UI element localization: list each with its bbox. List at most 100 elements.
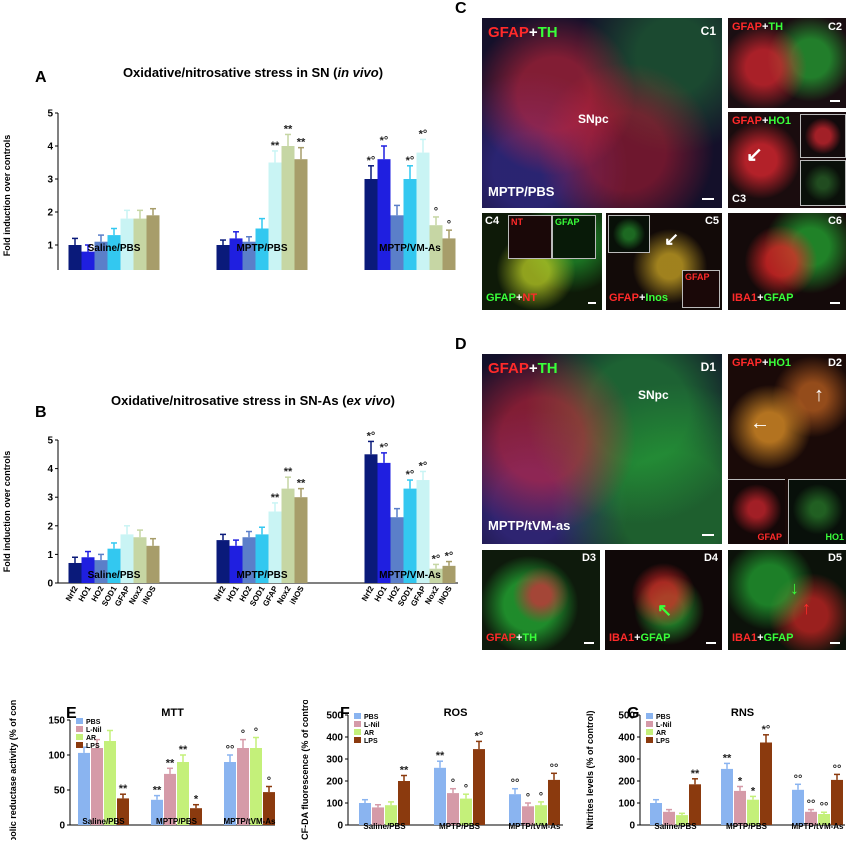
- chart-f-bar: [460, 798, 472, 825]
- micrograph-c2: GFAP+TH C2: [728, 18, 846, 108]
- d2-label: D2: [827, 357, 842, 369]
- scale-bar: [706, 642, 716, 644]
- chart-b-y-tick-label: 5: [47, 436, 53, 447]
- chart-f-bar: [385, 805, 397, 825]
- chart-g-legend-swatch: [646, 713, 653, 719]
- chart-b-bar: [94, 560, 108, 583]
- d5-label: D5: [827, 552, 842, 564]
- chart-g-legend-label: PBS: [656, 714, 671, 721]
- c1-region: SNpc: [578, 112, 609, 126]
- micrograph-d4: D4 IBA1+GFAP ↖: [605, 550, 722, 650]
- chart-b-title-main: Oxidative/nitrosative stress in SN-As (: [111, 393, 347, 408]
- chart-b-significance-mark: *°: [419, 460, 428, 472]
- chart-b-bar: [429, 568, 443, 583]
- chart-f-significance-mark: °: [526, 792, 530, 804]
- arrow-icon: ↖: [657, 600, 673, 620]
- chart-a-group-label: MPTP/PBS: [236, 243, 287, 254]
- chart-a-y-tick-label: 1: [47, 241, 53, 252]
- chart-e-bar: [224, 762, 236, 825]
- d1-region: SNpc: [638, 388, 669, 402]
- chart-e-significance-mark: °: [241, 729, 245, 741]
- chart-f-bar: [372, 807, 384, 825]
- chart-e-significance-mark: °: [254, 727, 258, 739]
- chart-f-bar: [548, 779, 560, 825]
- chart-g-bar: [831, 779, 843, 825]
- d5-stain-green: GFAP: [763, 632, 794, 644]
- chart-a-title-end: ): [379, 65, 383, 80]
- arrow-icon: ↑: [814, 384, 824, 406]
- chart-e-legend-label: LPS: [86, 743, 100, 750]
- chart-b-bar: [268, 511, 282, 583]
- chart-e-significance-mark: *: [194, 794, 199, 806]
- chart-e-bar: [151, 799, 163, 825]
- chart-g-y-label: Nitrites levels (% of control): [585, 710, 595, 829]
- chart-a-significance-mark: **: [284, 123, 293, 135]
- c4-label: C4: [485, 215, 500, 227]
- chart-g-bar: [760, 742, 772, 825]
- chart-b-significance-mark: **: [297, 478, 306, 490]
- d2-merge: [728, 354, 846, 476]
- c4-stain-green: GFAP: [486, 292, 516, 304]
- chart-a-y-tick-label: 2: [47, 208, 53, 219]
- chart-f-legend-label: L-Nil: [364, 722, 380, 729]
- chart-b-title-end: ): [391, 393, 395, 408]
- c2-label: C2: [827, 21, 842, 33]
- chart-f-group-label: Saline/PBS: [363, 822, 406, 831]
- c4-stain-red: NT: [522, 292, 538, 304]
- chart-g-bar: [792, 789, 804, 825]
- c4-inset-red: NT: [508, 215, 552, 259]
- chart-f-significance-mark: °°: [511, 778, 520, 790]
- chart-f-legend-swatch: [354, 737, 361, 743]
- panel-letter-f: F: [340, 705, 350, 722]
- chart-e-y-tick-label: 150: [48, 716, 65, 727]
- chart-b-group-label: Saline/PBS: [88, 570, 141, 581]
- c6-label: C6: [827, 215, 842, 227]
- chart-a-bar: [107, 235, 121, 270]
- chart-b-group-label: MPTP/PBS: [236, 570, 287, 581]
- d4-stain-green: GFAP: [640, 632, 671, 644]
- chart-b-bar: [403, 488, 417, 583]
- chart-f-bar: [473, 749, 485, 825]
- chart-g-bar: [650, 803, 662, 825]
- chart-b-category-label: iNOS: [288, 584, 306, 606]
- chart-f-legend-swatch: [354, 729, 361, 735]
- d1-label: D1: [700, 360, 716, 374]
- c4-inset-red-label: NT: [511, 217, 523, 227]
- chart-e-significance-mark: **: [153, 785, 162, 797]
- c1-plus: +: [528, 24, 538, 41]
- chart-g-significance-mark: °°: [807, 799, 816, 811]
- arrow-icon: ↙: [746, 144, 763, 166]
- chart-e-bar: [177, 762, 189, 825]
- chart-b-category-label: iNOS: [140, 584, 158, 606]
- chart-b-y-tick-label: 0: [47, 579, 53, 590]
- chart-a-bar: [403, 179, 417, 270]
- chart-g-bar: [689, 784, 701, 825]
- chart-e-bar: [104, 741, 116, 825]
- chart-f-bar: [434, 767, 446, 825]
- chart-e-bar: [164, 773, 176, 825]
- c5-plus: +: [638, 292, 646, 304]
- scale-bar: [702, 534, 714, 536]
- d2-stain-red: GFAP: [732, 357, 762, 369]
- chart-f-y-tick-label: 300: [326, 755, 343, 766]
- chart-g-significance-mark: °°: [794, 773, 803, 785]
- chart-a-bar: [416, 152, 430, 270]
- chart-b-bar: [442, 565, 456, 583]
- scale-bar: [584, 642, 594, 644]
- chart-b-bar: [294, 497, 308, 583]
- scale-bar: [702, 198, 714, 200]
- d2-inset-red-label: GFAP: [757, 532, 782, 542]
- chart-b-bar: [377, 462, 391, 583]
- chart-b-bar: [364, 454, 378, 583]
- chart-f-bar: [447, 793, 459, 825]
- micrograph-d3: D3 GFAP+TH: [482, 550, 600, 650]
- chart-f-legend-label: PBS: [364, 714, 379, 721]
- chart-a-bar: [429, 225, 443, 270]
- micrograph-c3: GFAP+HO1 C3 ↙: [728, 112, 846, 208]
- chart-g-significance-mark: **: [723, 752, 732, 764]
- chart-e-significance-mark: °°: [226, 744, 235, 756]
- chart-g-y-tick-label: 300: [618, 755, 635, 766]
- d1-condition: MPTP/tVM-as: [488, 518, 571, 533]
- chart-e-legend-swatch: [76, 742, 83, 748]
- chart-e-significance-mark: **: [179, 744, 188, 756]
